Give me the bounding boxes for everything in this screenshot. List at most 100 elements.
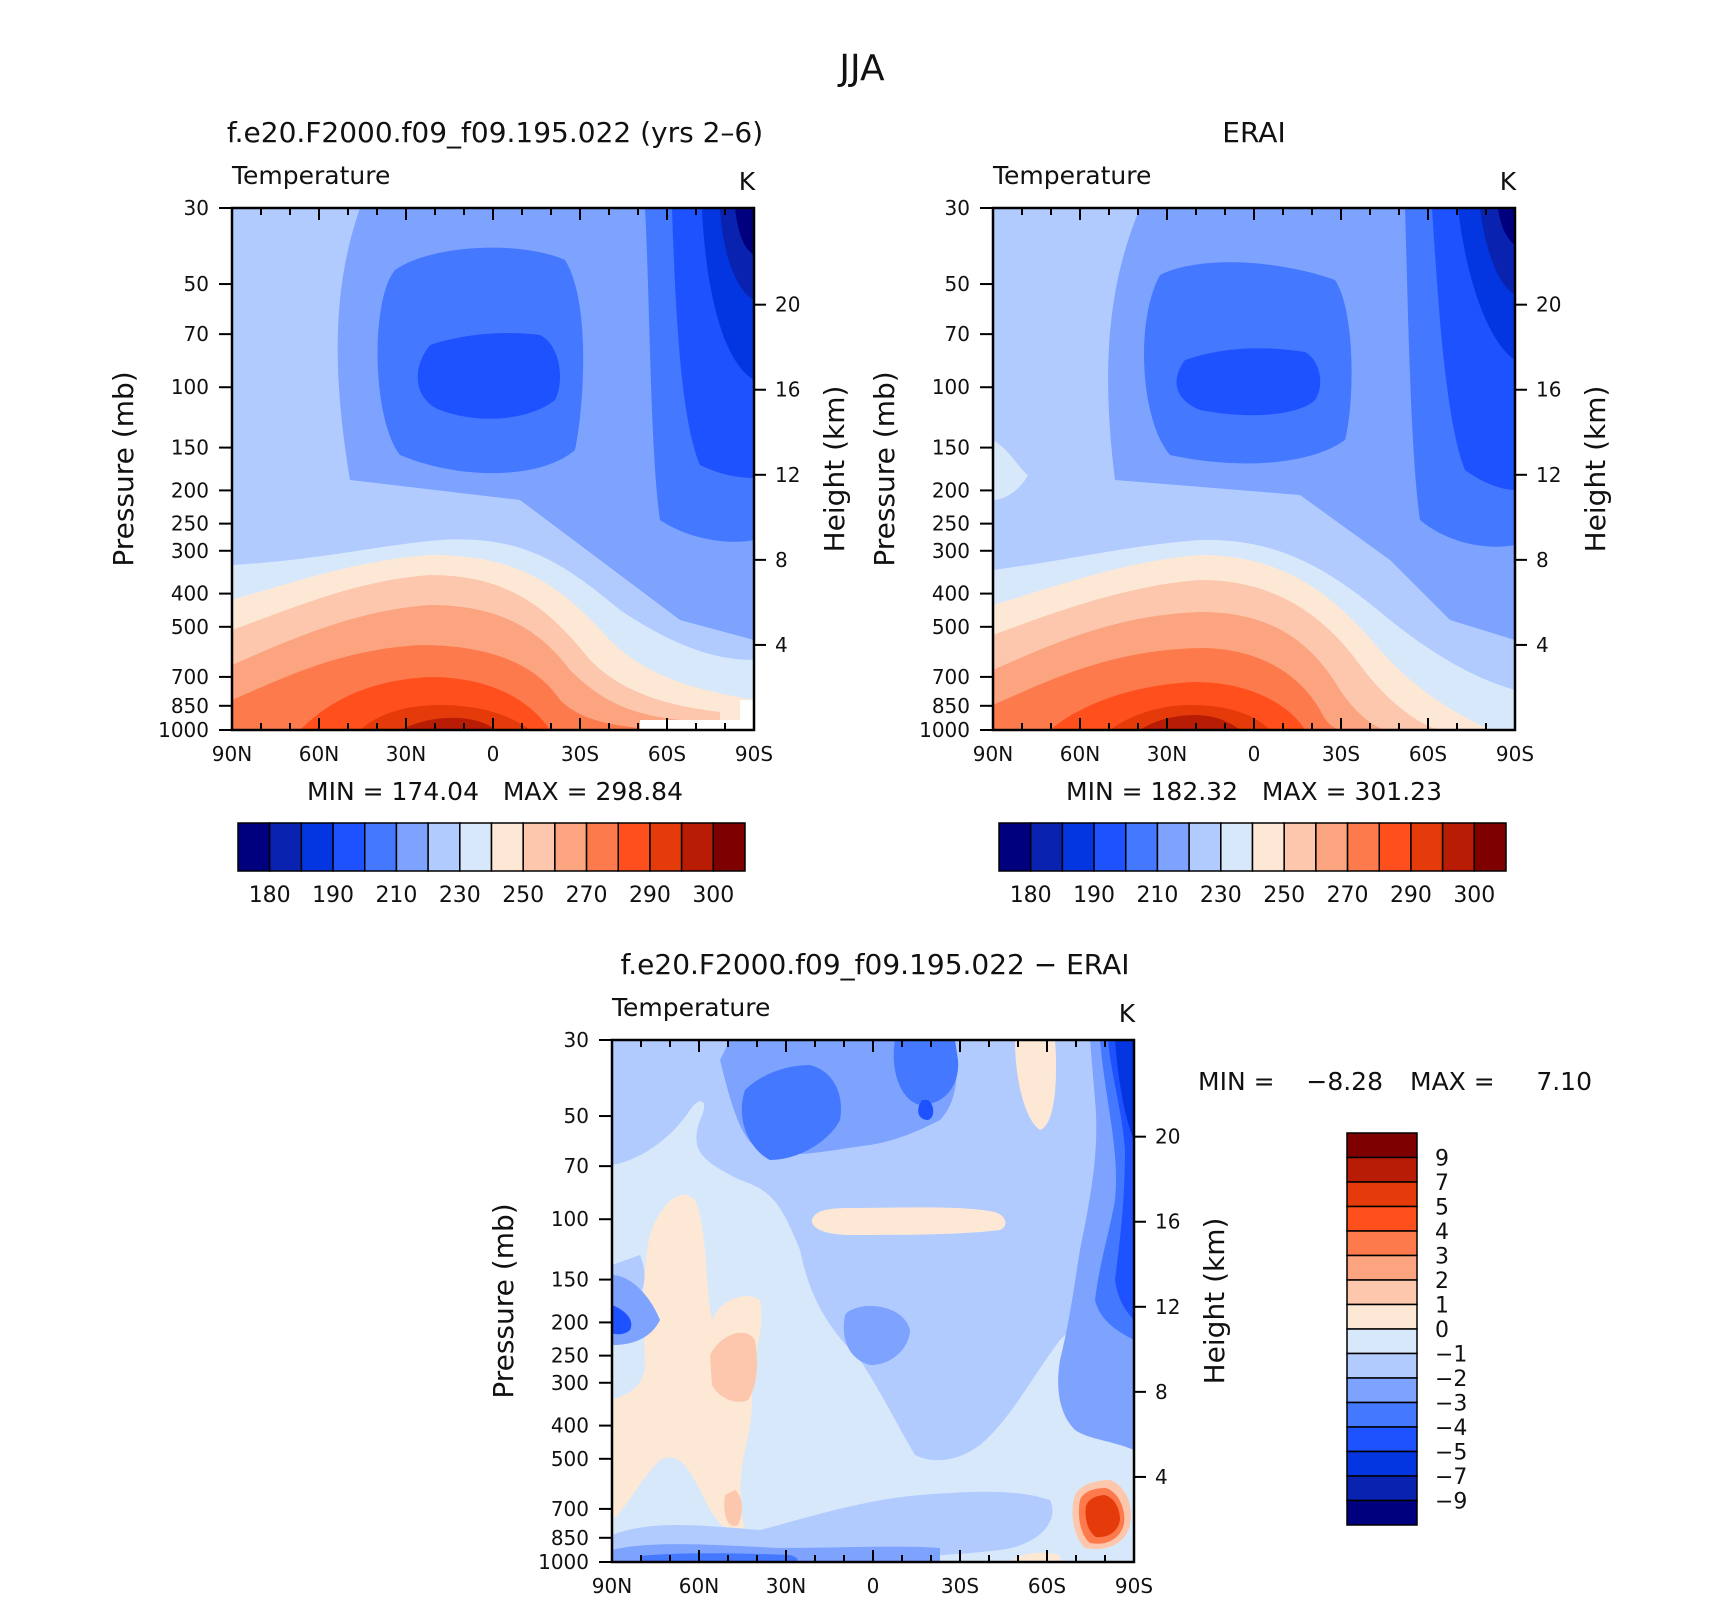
y-tick-label: 850 (551, 1526, 589, 1550)
x-tick-label: 90S (735, 742, 773, 766)
x-tick-label: 60N (1060, 742, 1100, 766)
y2-tick-label: 4 (1155, 1465, 1168, 1489)
diff-band-neg3-upper-east (893, 1040, 959, 1105)
stats-min-value: −8.28 (1306, 1067, 1383, 1096)
colorbar-swatch (1156, 822, 1190, 872)
colorbar-swatch (554, 822, 588, 872)
diff-band-pos-ring-3 (1085, 1495, 1120, 1538)
variable-label: Temperature (611, 993, 770, 1022)
x-axis-ticks: 90N 60N 30N 0 30S 60S 90S (973, 208, 1534, 766)
y2-axis-ticks: 4 8 12 16 20 (1515, 293, 1561, 657)
colorbar-swatch (1220, 822, 1254, 872)
panel-title: f.e20.F2000.f09_f09.195.022 − ERAI (620, 948, 1129, 981)
y2-tick-label: 12 (775, 463, 800, 487)
stats-min-label: MIN = (1198, 1067, 1275, 1096)
y-axis-label: Pressure (mb) (107, 371, 140, 566)
colorbar-swatch (1315, 822, 1349, 872)
colorbar-label: 190 (1073, 883, 1115, 908)
x-tick-label: 30N (1147, 742, 1187, 766)
y-tick-label: 50 (184, 272, 209, 296)
y-tick-label: 150 (932, 436, 970, 460)
y2-tick-label: 16 (1155, 1210, 1180, 1234)
colorbar-label: −4 (1435, 1416, 1467, 1441)
x-tick-label: 30N (766, 1574, 806, 1598)
colorbar-swatch (712, 822, 746, 872)
diff-band-neg5-spot (918, 1100, 934, 1120)
colorbar-swatch (1061, 822, 1095, 872)
y-tick-label: 250 (932, 512, 970, 536)
colorbar-swatch (300, 822, 334, 872)
colorbar-swatch (1346, 1377, 1418, 1404)
colorbar-label: −1 (1435, 1343, 1467, 1368)
contour-field (612, 1040, 1134, 1562)
colorbar-label: 180 (1010, 883, 1052, 908)
x-tick-label: 90S (1496, 742, 1534, 766)
colorbar-swatch (364, 822, 398, 872)
panel-erai: ERAI Temperature K 90N 60N 30N 0 30S 60S 90S 3… (868, 116, 1612, 908)
colorbar-swatch (1346, 1426, 1418, 1453)
colorbar: 180 190 210 230 250 270 290 300 (237, 822, 746, 908)
y-tick-label: 30 (945, 196, 970, 220)
y2-tick-label: 16 (775, 378, 800, 402)
diff-band-neg5-polar (1115, 1040, 1134, 1140)
colorbar-label: 230 (1200, 883, 1242, 908)
y2-tick-label: 8 (1536, 548, 1549, 572)
y2-tick-label: 4 (775, 633, 788, 657)
x-tick-label: 90N (592, 1574, 632, 1598)
units-label: K (1119, 999, 1136, 1028)
y-tick-label: 500 (551, 1447, 589, 1471)
y-tick-label: 500 (171, 615, 209, 639)
y-tick-label: 850 (171, 694, 209, 718)
stats-max-label: MAX = (1410, 1067, 1495, 1096)
x-tick-label: 60N (299, 742, 339, 766)
y-axis-label: Pressure (mb) (487, 1203, 520, 1398)
panel-title: ERAI (1222, 116, 1285, 149)
colorbar-swatch (459, 822, 493, 872)
colorbar-label: −9 (1435, 1490, 1467, 1515)
x-tick-label: 0 (487, 742, 500, 766)
colorbar-label: 3 (1435, 1245, 1449, 1270)
y2-tick-label: 20 (1155, 1125, 1180, 1149)
colorbar-swatch (1093, 822, 1127, 872)
y-tick-label: 400 (932, 582, 970, 606)
colorbar-swatch (1346, 1328, 1418, 1355)
colorbar-swatch (617, 822, 651, 872)
colorbar-swatch (1251, 822, 1285, 872)
x-tick-label: 30N (386, 742, 426, 766)
diff-band-neg3-lower (640, 1553, 798, 1562)
contour-field (993, 208, 1515, 730)
contour-band-pos-8 (1140, 715, 1240, 730)
y-tick-label: 200 (551, 1310, 589, 1334)
colorbar-swatch (1346, 1156, 1418, 1183)
x-tick-label: 30S (1322, 742, 1360, 766)
y-tick-label: 30 (184, 196, 209, 220)
y2-tick-label: 12 (1155, 1295, 1180, 1319)
colorbar-swatch (1346, 1230, 1418, 1257)
x-axis-ticks: 90N 60N 30N 0 30S 60S 90S (592, 1040, 1153, 1598)
y-tick-label: 700 (551, 1497, 589, 1521)
diff-band-neg4-lower-west (612, 1305, 632, 1335)
y2-tick-label: 12 (1536, 463, 1561, 487)
colorbar-swatch (1346, 1499, 1418, 1526)
y2-axis-ticks: 4 8 12 16 20 (1134, 1125, 1180, 1489)
contour-band-tropopause-edge (993, 440, 1028, 500)
y-tick-label: 30 (564, 1028, 589, 1052)
contour-band-pos-7 (360, 705, 530, 730)
colorbar-swatch (522, 822, 556, 872)
colorbar-swatch (332, 822, 366, 872)
x-tick-label: 60S (648, 742, 686, 766)
colorbar-label: 300 (1453, 883, 1495, 908)
colorbar-label: 180 (249, 883, 291, 908)
colorbar-swatch (585, 822, 619, 872)
contour-band-neg-3 (417, 333, 560, 419)
colorbar-swatch (1346, 1303, 1418, 1330)
y-tick-label: 700 (171, 665, 209, 689)
y2-tick-label: 8 (775, 548, 788, 572)
colorbar-swatch (1346, 1450, 1418, 1477)
stats-readout: MIN = 182.32 MAX = 301.23 (1066, 777, 1442, 806)
